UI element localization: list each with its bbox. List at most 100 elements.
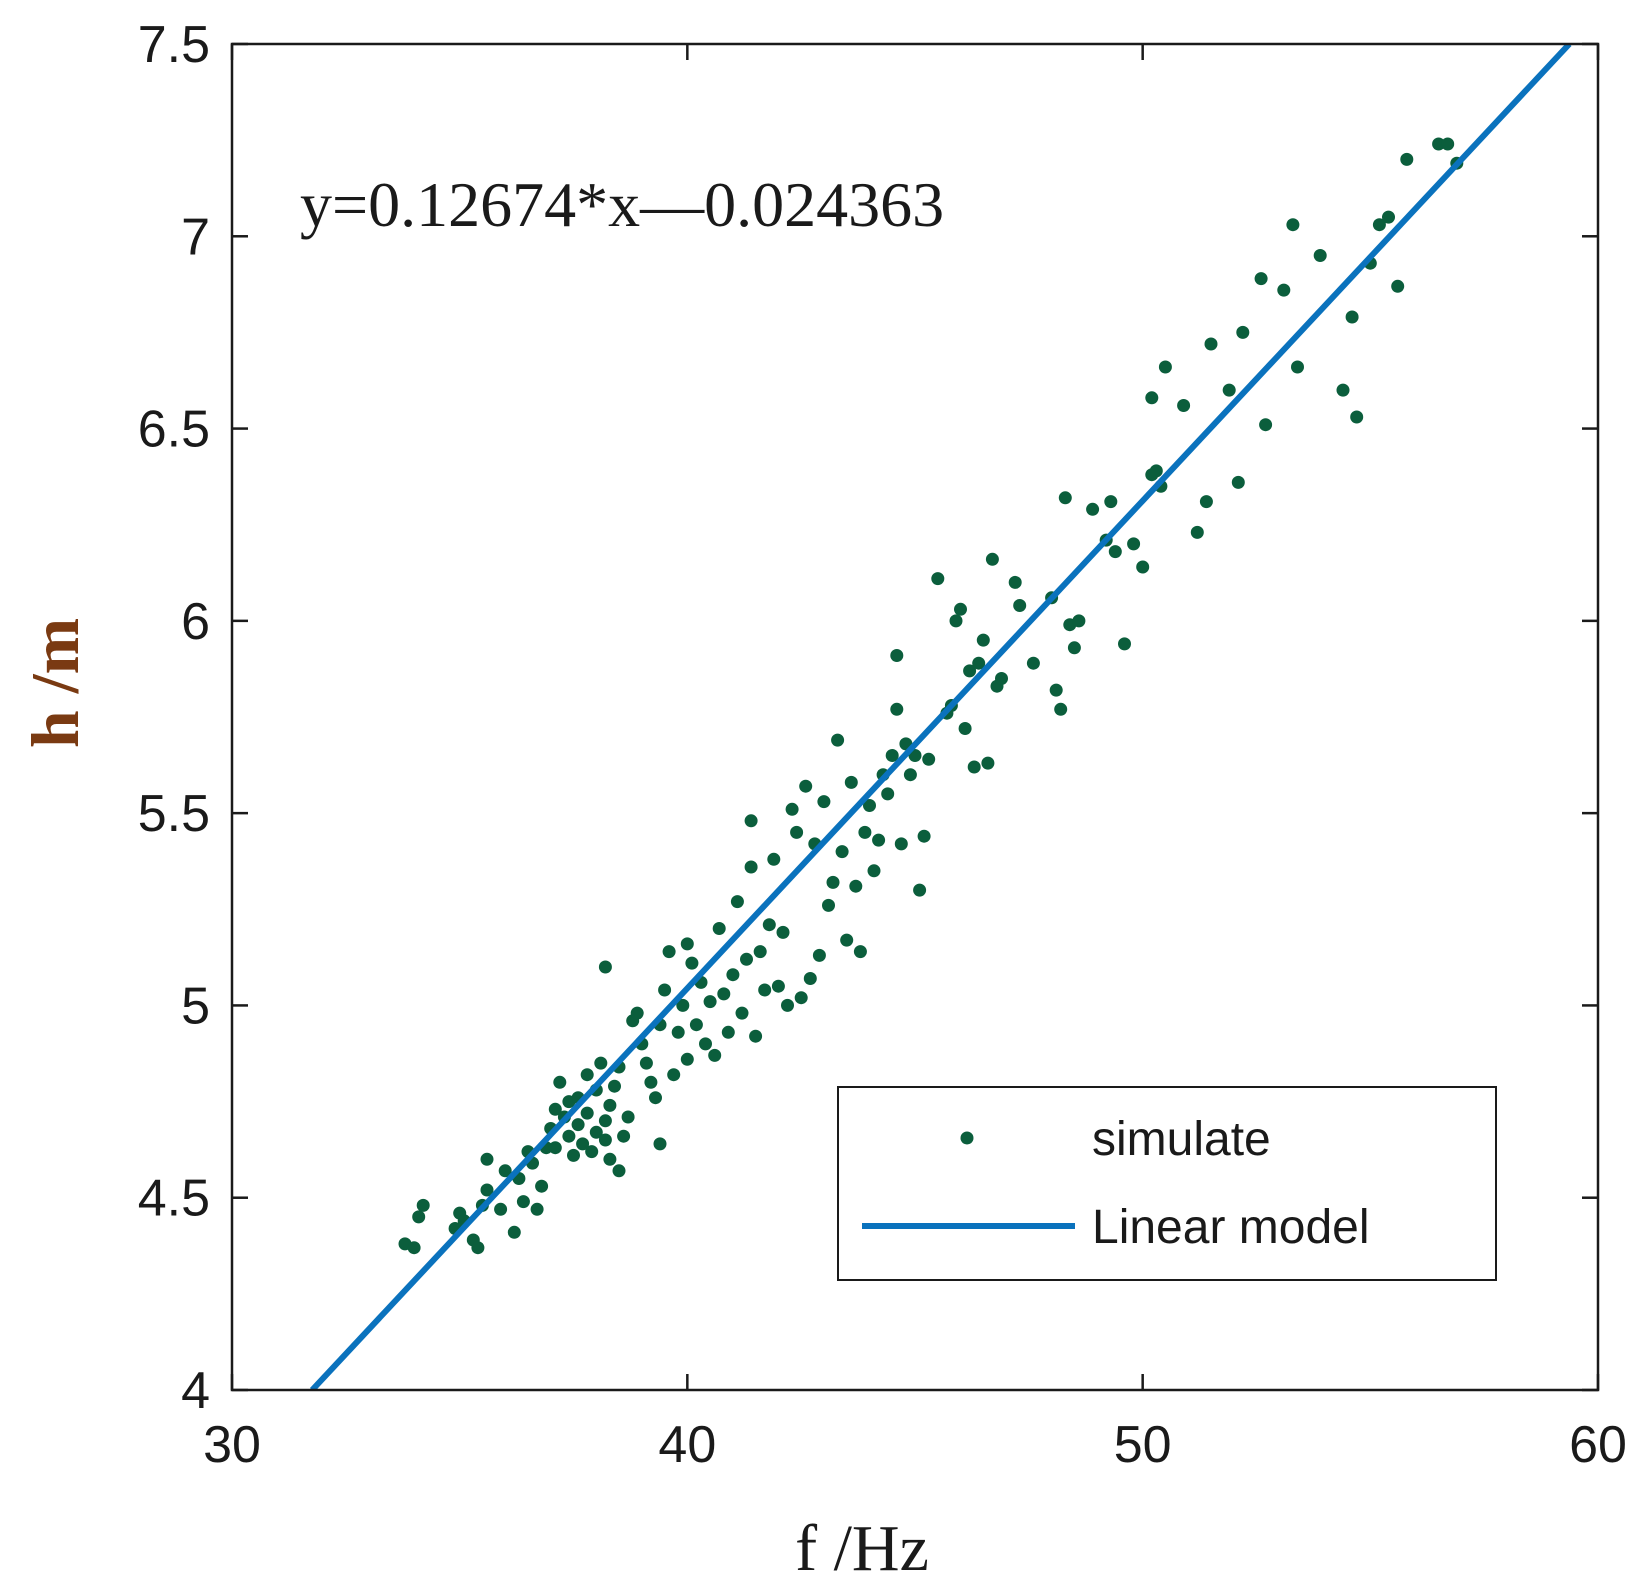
scatter-point	[812, 948, 826, 962]
scatter-point	[630, 1006, 644, 1020]
scatter-point	[712, 922, 726, 935]
scatter-point	[548, 1141, 562, 1155]
scatter-point	[1382, 210, 1395, 224]
scatter-point	[598, 1114, 612, 1128]
y-tick-label: 4	[181, 1362, 210, 1420]
x-axis-label: f /Hz	[795, 1512, 929, 1582]
scatter-point	[726, 968, 740, 982]
x-tick-label: 40	[658, 1416, 716, 1474]
scatter-point	[840, 933, 854, 947]
scatter-point	[981, 756, 995, 770]
scatter-point	[671, 1025, 685, 1039]
scatter-point	[954, 602, 967, 616]
scatter-point	[644, 1075, 658, 1089]
scatter-point	[585, 1145, 599, 1159]
scatter-point	[1291, 360, 1304, 374]
scatter-point	[826, 875, 840, 889]
scatter-point	[985, 552, 999, 566]
y-tick-label: 5.5	[138, 785, 210, 843]
scatter-point	[767, 852, 781, 866]
scatter-point	[903, 768, 917, 782]
scatter-point	[1058, 491, 1072, 505]
scatter-point	[1236, 325, 1250, 339]
scatter-point	[1313, 249, 1327, 262]
scatter-point	[917, 829, 931, 843]
scatter-point	[995, 672, 1008, 685]
scatter-point	[680, 937, 694, 951]
scatter-point	[817, 795, 831, 809]
scatter-point	[867, 864, 881, 878]
scatter-point	[717, 987, 731, 1001]
scatter-point	[1104, 495, 1118, 509]
scatter-point	[658, 983, 672, 997]
scatter-point	[1145, 391, 1159, 405]
scatter-point	[1199, 495, 1213, 509]
scatter-point	[744, 814, 758, 828]
scatter-point	[535, 1179, 549, 1193]
x-tick-label: 30	[203, 1416, 261, 1474]
scatter-point	[649, 1091, 662, 1105]
scatter-point	[1259, 418, 1273, 432]
scatter-point	[689, 1018, 703, 1032]
scatter-point	[781, 998, 794, 1012]
scatter-point	[1118, 637, 1131, 651]
scatter-point	[822, 898, 835, 912]
scatter-point	[639, 1056, 653, 1070]
scatter-point	[612, 1164, 626, 1178]
scatter-point	[480, 1152, 494, 1166]
scatter-point	[412, 1210, 426, 1224]
scatter-point	[762, 918, 776, 932]
scatter-point	[553, 1075, 567, 1089]
scatter-point	[1372, 218, 1386, 232]
scatter-point	[1345, 310, 1359, 324]
scatter-point	[1127, 537, 1141, 551]
scatter-point	[562, 1129, 576, 1143]
scatter-point	[703, 995, 717, 1009]
scatter-point	[1400, 152, 1414, 166]
scatter-point	[567, 1148, 580, 1162]
scatter-point	[676, 998, 690, 1012]
scatter-point	[708, 1048, 722, 1062]
scatter-point	[849, 879, 863, 893]
scatter-point	[1391, 279, 1405, 293]
scatter-point	[735, 1006, 749, 1020]
scatter-point	[621, 1110, 635, 1124]
scatter-point	[576, 1137, 590, 1151]
scatter-point	[589, 1125, 603, 1139]
scatter-point	[1432, 137, 1446, 151]
scatter-point	[580, 1068, 594, 1082]
scatter-point	[1086, 502, 1100, 516]
y-tick-label: 4.5	[138, 1170, 210, 1228]
scatter-point	[598, 1133, 612, 1147]
scatter-point	[498, 1164, 512, 1178]
scatter-point	[1336, 383, 1350, 397]
scatter-point	[1136, 560, 1150, 574]
scatter-point	[753, 945, 767, 959]
y-axis-label: h /m	[17, 618, 93, 748]
scatter-point	[799, 779, 813, 793]
scatter-point	[872, 833, 886, 847]
plot-layer	[309, 44, 1572, 1390]
scatter-point	[785, 802, 799, 816]
scatter-point	[1231, 475, 1245, 489]
scatter-point	[1190, 525, 1204, 539]
legend-scatter-marker	[960, 1131, 974, 1145]
scatter-point	[603, 1098, 617, 1112]
scatter-point	[617, 1129, 631, 1143]
scatter-point	[685, 956, 699, 970]
scatter-point	[1054, 702, 1068, 716]
scatter-point	[721, 1025, 735, 1039]
scatter-point	[407, 1241, 421, 1255]
scatter-point	[653, 1137, 667, 1151]
scatter-point	[963, 664, 977, 678]
x-tick-label: 60	[1569, 1416, 1627, 1474]
scatter-point	[931, 572, 945, 586]
scatter-point	[530, 1202, 544, 1216]
scatter-point	[598, 960, 612, 974]
scatter-point	[958, 722, 972, 735]
scatter-point	[794, 991, 808, 1005]
legend: simulate Linear model	[837, 1086, 1497, 1281]
scatter-point	[680, 1052, 694, 1066]
scatter-point	[890, 702, 904, 716]
scatter-point	[863, 799, 876, 812]
